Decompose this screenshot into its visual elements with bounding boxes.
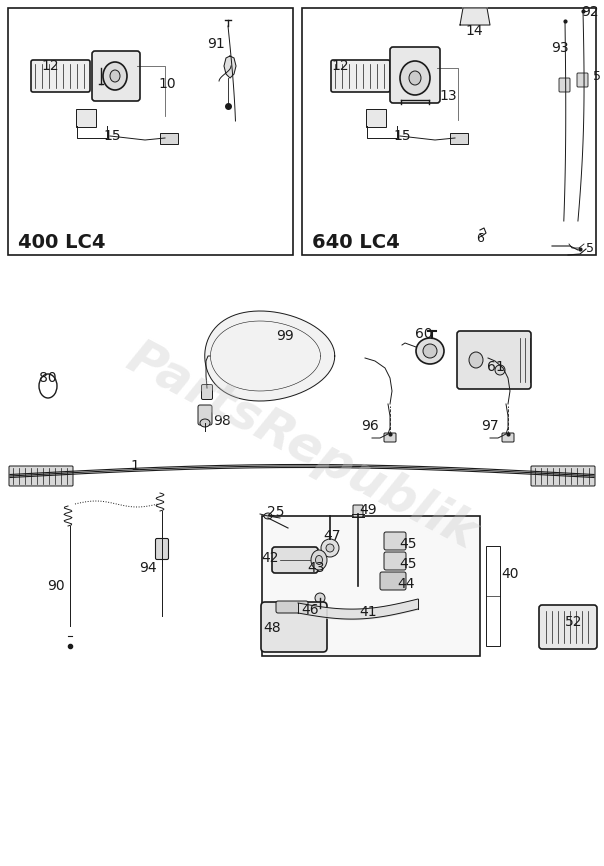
Text: 41: 41 bbox=[359, 605, 377, 619]
Text: 61: 61 bbox=[487, 360, 505, 374]
Ellipse shape bbox=[495, 365, 505, 375]
Polygon shape bbox=[205, 311, 335, 401]
Text: 80: 80 bbox=[39, 371, 57, 385]
FancyBboxPatch shape bbox=[450, 133, 468, 144]
Ellipse shape bbox=[315, 555, 323, 565]
Text: 25: 25 bbox=[267, 505, 284, 519]
Text: 49: 49 bbox=[359, 503, 377, 517]
Text: 5: 5 bbox=[586, 242, 594, 255]
Text: 6: 6 bbox=[476, 231, 484, 244]
FancyBboxPatch shape bbox=[160, 133, 178, 144]
Text: 12: 12 bbox=[41, 59, 59, 73]
Ellipse shape bbox=[103, 62, 127, 90]
FancyBboxPatch shape bbox=[380, 572, 406, 590]
Text: 15: 15 bbox=[393, 129, 411, 143]
FancyBboxPatch shape bbox=[390, 47, 440, 103]
FancyBboxPatch shape bbox=[272, 547, 318, 573]
FancyBboxPatch shape bbox=[331, 60, 390, 92]
Text: 48: 48 bbox=[263, 621, 281, 635]
FancyBboxPatch shape bbox=[384, 532, 406, 550]
FancyBboxPatch shape bbox=[198, 405, 212, 425]
FancyBboxPatch shape bbox=[76, 109, 96, 127]
Text: 94: 94 bbox=[139, 561, 157, 575]
FancyBboxPatch shape bbox=[384, 552, 406, 570]
FancyBboxPatch shape bbox=[539, 605, 597, 649]
Text: 15: 15 bbox=[103, 129, 121, 143]
FancyBboxPatch shape bbox=[276, 601, 308, 613]
Ellipse shape bbox=[416, 338, 444, 364]
Bar bbox=[486, 546, 500, 646]
FancyBboxPatch shape bbox=[577, 73, 588, 87]
Ellipse shape bbox=[326, 544, 334, 552]
Text: 13: 13 bbox=[439, 89, 457, 103]
FancyBboxPatch shape bbox=[353, 505, 363, 517]
Ellipse shape bbox=[400, 61, 430, 95]
Ellipse shape bbox=[469, 352, 483, 368]
FancyBboxPatch shape bbox=[559, 78, 570, 92]
Text: 42: 42 bbox=[262, 551, 279, 565]
Ellipse shape bbox=[315, 593, 325, 603]
FancyBboxPatch shape bbox=[366, 109, 386, 127]
FancyBboxPatch shape bbox=[92, 51, 140, 101]
FancyBboxPatch shape bbox=[261, 602, 327, 652]
FancyBboxPatch shape bbox=[384, 433, 396, 442]
Text: 5: 5 bbox=[593, 69, 601, 82]
Ellipse shape bbox=[316, 605, 324, 611]
FancyBboxPatch shape bbox=[155, 539, 169, 559]
Text: 44: 44 bbox=[397, 577, 415, 591]
Text: 90: 90 bbox=[47, 579, 65, 593]
Polygon shape bbox=[460, 8, 490, 25]
FancyBboxPatch shape bbox=[531, 466, 595, 486]
Bar bbox=[302, 8, 596, 255]
Text: 12: 12 bbox=[331, 59, 349, 73]
Text: 40: 40 bbox=[501, 567, 519, 581]
Text: 60: 60 bbox=[415, 327, 433, 341]
FancyBboxPatch shape bbox=[502, 433, 514, 442]
Bar bbox=[262, 516, 480, 656]
Text: 1: 1 bbox=[130, 459, 140, 473]
FancyBboxPatch shape bbox=[457, 331, 531, 389]
Ellipse shape bbox=[311, 550, 327, 570]
Text: 45: 45 bbox=[399, 537, 417, 551]
Text: 46: 46 bbox=[301, 603, 319, 617]
FancyBboxPatch shape bbox=[9, 466, 73, 486]
Text: 14: 14 bbox=[465, 24, 483, 38]
Text: 91: 91 bbox=[207, 37, 225, 51]
Text: 93: 93 bbox=[551, 41, 569, 55]
Text: 45: 45 bbox=[399, 557, 417, 571]
Text: 47: 47 bbox=[323, 529, 341, 543]
Ellipse shape bbox=[321, 539, 339, 557]
Text: 92: 92 bbox=[581, 5, 599, 19]
Ellipse shape bbox=[200, 419, 210, 427]
Text: 43: 43 bbox=[307, 561, 325, 575]
FancyBboxPatch shape bbox=[202, 385, 213, 399]
Text: PartsRepublik: PartsRepublik bbox=[118, 333, 486, 559]
Ellipse shape bbox=[264, 513, 272, 519]
Text: 400 LC4: 400 LC4 bbox=[18, 233, 106, 252]
Ellipse shape bbox=[110, 70, 120, 82]
Ellipse shape bbox=[423, 344, 437, 358]
Text: 98: 98 bbox=[213, 414, 231, 428]
Ellipse shape bbox=[409, 71, 421, 85]
Text: 640 LC4: 640 LC4 bbox=[312, 233, 400, 252]
Polygon shape bbox=[224, 56, 236, 78]
FancyBboxPatch shape bbox=[31, 60, 90, 92]
Text: 52: 52 bbox=[565, 615, 583, 629]
Text: 97: 97 bbox=[481, 419, 499, 433]
Text: 10: 10 bbox=[158, 77, 176, 91]
Text: 96: 96 bbox=[361, 419, 379, 433]
Bar bbox=[8, 8, 293, 255]
Text: 99: 99 bbox=[276, 329, 294, 343]
